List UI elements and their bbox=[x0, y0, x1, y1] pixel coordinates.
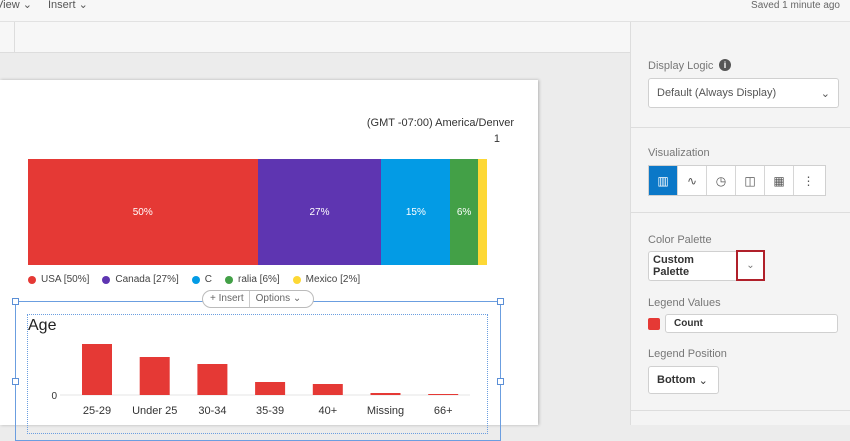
legend-label: USA [50%] bbox=[41, 274, 90, 285]
legend-values-label: Legend Values bbox=[648, 297, 721, 309]
columns-icon[interactable]: ◫ bbox=[736, 166, 765, 195]
stacked-segment: 15% bbox=[381, 159, 451, 265]
legend-value-input[interactable]: Count bbox=[665, 314, 838, 333]
y-tick-label: 0 bbox=[51, 391, 57, 402]
stacked-segment: 50% bbox=[28, 159, 258, 265]
legend-dot bbox=[102, 275, 111, 284]
x-tick-label: 66+ bbox=[434, 405, 453, 417]
menu-insert[interactable]: Insert ⌄ bbox=[48, 0, 88, 11]
options-button[interactable]: Options ⌄ bbox=[255, 293, 302, 304]
display-logic-select[interactable]: Default (Always Display) ⌄ bbox=[648, 78, 839, 108]
bar-chart-icon[interactable]: ▥ bbox=[649, 166, 678, 195]
bar[interactable] bbox=[370, 393, 401, 395]
x-tick-label: 35-39 bbox=[256, 405, 284, 417]
block-toolbar: + Insert Options ⌄ bbox=[202, 290, 314, 308]
age-bar-chart: 0 25-29 Under 25 30-34 35-39 40+ Missing 66+ bbox=[51, 344, 470, 417]
divider bbox=[631, 127, 850, 128]
pie-chart-icon[interactable]: ◷ bbox=[707, 166, 736, 195]
page-number: 1 bbox=[493, 133, 500, 145]
legend-position-select[interactable]: Bottom ⌄ bbox=[648, 366, 719, 394]
settings-panel: Display Logic i Default (Always Display)… bbox=[630, 22, 850, 425]
chart-title: Age bbox=[28, 317, 57, 334]
insert-button[interactable]: + Insert bbox=[203, 291, 250, 307]
menu-view[interactable]: View ⌄ bbox=[0, 0, 32, 11]
x-tick-label: 25-29 bbox=[83, 405, 111, 417]
legend-item[interactable]: Canada [27%] bbox=[102, 274, 179, 285]
save-status: Saved 1 minute ago bbox=[751, 0, 840, 11]
segment-label: 6% bbox=[456, 206, 472, 218]
legend-label: Canada [27%] bbox=[115, 274, 179, 285]
x-tick-label: 30-34 bbox=[198, 405, 226, 417]
toolbar bbox=[0, 22, 630, 53]
chevron-down-icon[interactable]: ⌄ bbox=[736, 250, 765, 281]
bar[interactable] bbox=[82, 344, 112, 395]
color-palette-label: Color Palette bbox=[648, 234, 712, 246]
legend-item[interactable]: C bbox=[191, 274, 212, 285]
bar[interactable] bbox=[428, 394, 459, 395]
legend-label: ralia [6%] bbox=[237, 274, 280, 285]
toolbar-divider bbox=[14, 22, 15, 53]
bar[interactable] bbox=[139, 357, 170, 395]
legend-item[interactable]: ralia [6%] bbox=[224, 274, 280, 285]
report-page: (GMT -07:00) America/Denver 1 50% 27% 15% 6… bbox=[0, 80, 538, 441]
timezone-label: (GMT -07:00) America/Denver bbox=[366, 117, 514, 129]
legend-position-label: Legend Position bbox=[648, 348, 727, 360]
legend-dot bbox=[224, 275, 233, 284]
divider bbox=[631, 212, 850, 213]
display-logic-label: Display Logic bbox=[648, 60, 714, 72]
stacked-bar: 50% 27% 15% 6% bbox=[28, 159, 488, 265]
legend-label: C bbox=[204, 274, 212, 285]
x-tick-label: Missing bbox=[367, 405, 404, 417]
segment-label: 27% bbox=[309, 206, 330, 218]
menu-bar: View ⌄ Insert ⌄ Saved 1 minute ago bbox=[0, 0, 850, 22]
divider bbox=[631, 410, 850, 411]
color-palette-select[interactable]: Custom Palette bbox=[648, 251, 736, 281]
segment-label: 50% bbox=[132, 206, 153, 218]
resize-handle[interactable] bbox=[497, 298, 504, 305]
x-tick-label: 40+ bbox=[318, 405, 337, 417]
more-icon[interactable]: ⋮ bbox=[802, 173, 815, 188]
resize-handle[interactable] bbox=[497, 378, 504, 385]
legend-color-swatch[interactable] bbox=[648, 318, 660, 330]
stacked-segment: 27% bbox=[257, 159, 382, 265]
bar[interactable] bbox=[197, 364, 228, 395]
chevron-down-icon: ⌄ bbox=[698, 374, 708, 387]
visualization-label: Visualization bbox=[648, 147, 710, 159]
resize-handle[interactable] bbox=[12, 378, 19, 385]
x-tick-label: Under 25 bbox=[132, 405, 177, 417]
stacked-segment: 6% bbox=[450, 159, 478, 265]
legend-item[interactable]: USA [50%] bbox=[28, 274, 89, 285]
bar[interactable] bbox=[255, 382, 286, 395]
legend-dot bbox=[191, 275, 200, 284]
visualization-options: ▥ ∿ ◷ ◫ ▦ ⋮ bbox=[648, 165, 826, 196]
table-icon[interactable]: ▦ bbox=[765, 166, 794, 195]
resize-handle[interactable] bbox=[12, 298, 19, 305]
info-icon[interactable]: i bbox=[719, 59, 731, 71]
stacked-segment bbox=[477, 159, 488, 265]
line-chart-icon[interactable]: ∿ bbox=[678, 166, 707, 195]
segment-label: 15% bbox=[405, 206, 426, 218]
legend-label: Mexico [2%] bbox=[305, 274, 361, 285]
legend-dot bbox=[28, 275, 36, 284]
legend-item[interactable]: Mexico [2%] bbox=[292, 274, 361, 285]
bar[interactable] bbox=[312, 384, 343, 395]
legend-dot bbox=[292, 275, 301, 284]
chevron-down-icon: ⌄ bbox=[820, 87, 830, 100]
